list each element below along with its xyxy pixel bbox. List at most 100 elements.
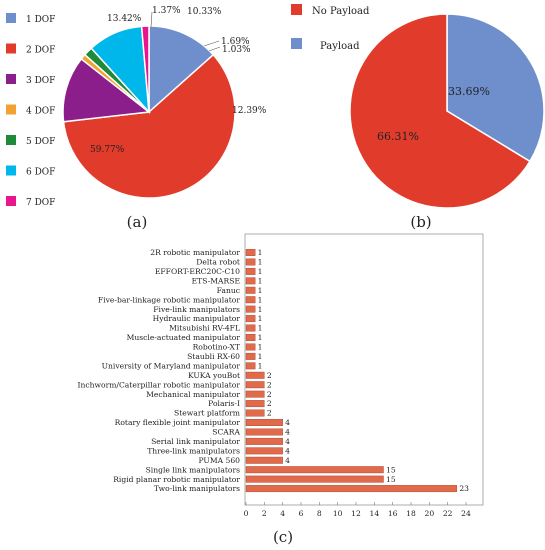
- category-label: Rotary flexible joint manipulator: [115, 418, 241, 427]
- pie-value-label: 1.03%: [222, 45, 251, 55]
- bar-stewart-platform: [245, 409, 265, 417]
- bar-value-label: 4: [285, 418, 290, 427]
- x-tick-label: 18: [406, 509, 416, 518]
- pie-value-label: 66.31%: [377, 130, 419, 143]
- legend-swatch-payload: [291, 38, 302, 49]
- legend-swatch-4-dof: [6, 104, 16, 115]
- pie-value-label: 10.33%: [187, 7, 222, 17]
- bar-kuka-youbot: [245, 371, 265, 379]
- leader-line: [203, 40, 220, 47]
- category-label: 2R robotic manipulator: [150, 248, 240, 257]
- bar-value-label: 4: [285, 446, 290, 455]
- bar-value-label: 1: [258, 258, 263, 267]
- category-label: Robotino-XT: [193, 343, 240, 352]
- bar-three-link-manipulators: [245, 447, 283, 455]
- category-label: PUMA 560: [198, 456, 240, 465]
- x-tick-label: 6: [299, 509, 304, 518]
- bar-muscle-actuated-manipulator: [245, 334, 256, 341]
- category-label: Three-link manipulators: [147, 446, 240, 455]
- bar-hydraulic-manipulator: [245, 315, 256, 323]
- category-label: EFFORT-ERC20C-C10: [155, 267, 240, 276]
- bar-puma-560: [245, 456, 283, 464]
- x-tick-label: 4: [280, 509, 285, 518]
- bar-value-label: 1: [258, 295, 263, 304]
- bar-value-label: 1: [258, 276, 263, 285]
- category-label: Delta robot: [196, 258, 240, 267]
- category-label: Two-link manipulators: [154, 484, 240, 493]
- legend-swatch-1-dof: [6, 13, 16, 23]
- bar-value-label: 23: [459, 484, 469, 493]
- legend-label-payload: Payload: [320, 41, 360, 52]
- category-label: Hydraulic manipulator: [153, 314, 241, 323]
- bar-single-link-manipulators: [245, 466, 384, 474]
- category-label: Stewart platform: [174, 409, 240, 418]
- category-label: KUKA youBot: [188, 371, 240, 380]
- bar-value-label: 2: [267, 409, 272, 418]
- pie-value-label: 1.69%: [221, 37, 250, 47]
- pie-slice-7-dof: [140, 25, 150, 113]
- bar-value-label: 2: [267, 371, 272, 380]
- pie-value-label: 12.39%: [232, 106, 267, 116]
- bar-delta-robot: [245, 258, 256, 266]
- x-tick-label: 0: [244, 509, 249, 518]
- x-tick-label: 14: [369, 509, 379, 518]
- pie-chart-dof: 13.42% 59.77% 12.39% 1.03%1.69% 10.33% 1.37%: [62, 6, 267, 199]
- category-label: Five-bar-linkage robotic manipulator: [98, 295, 240, 304]
- bar-value-label: 4: [285, 456, 290, 465]
- bar-rotary-flexible-joint-manipulator: [245, 419, 283, 426]
- x-tick-label: 22: [443, 509, 453, 518]
- bar-university-of-maryland-manipulator: [245, 362, 256, 370]
- legend-label-7-dof: 7 DOF: [26, 198, 55, 208]
- bar-value-label: 1: [258, 343, 263, 352]
- pie-slice-1-dof: [148, 25, 215, 114]
- bar-value-label: 1: [258, 333, 263, 342]
- x-tick-label: 2: [262, 509, 267, 518]
- legend-label-6-dof: 6 DOF: [26, 168, 55, 178]
- category-label: ETS-MARSE: [192, 276, 240, 285]
- bar-serial-link-manipulator: [245, 437, 283, 445]
- bar-effort-erc20c-c10: [245, 267, 256, 275]
- legend-label-4-dof: 4 DOF: [26, 107, 55, 117]
- pie-slice-2-dof: [62, 53, 236, 199]
- bar-chart-manipulators: 2R robotic manipulator 1 Delta robot 1 EFFOR…: [77, 233, 484, 518]
- bar-staubli-rx-60: [245, 352, 256, 360]
- bar-value-label: 15: [386, 475, 396, 484]
- bar-mechanical-manipulator: [245, 390, 265, 398]
- bar-value-label: 4: [285, 437, 290, 446]
- bar-five-bar-linkage-robotic-manipulator: [245, 296, 256, 304]
- x-tick-label: 20: [424, 509, 434, 518]
- leader-line: [208, 46, 221, 52]
- bar-2r-robotic-manipulator: [245, 249, 256, 256]
- pie-slice-no-payload: [349, 13, 531, 209]
- bar-mitsubishi-rv-4fl: [245, 324, 256, 332]
- legend-label-3-dof: 3 DOF: [26, 76, 55, 86]
- bar-polaris-i: [245, 400, 265, 408]
- bar-value-label: 1: [258, 248, 263, 257]
- category-label: Staubli RX-60: [187, 352, 240, 361]
- bar-value-label: 1: [258, 324, 263, 333]
- legend-label-no-payload: No Payload: [312, 6, 370, 17]
- bar-value-label: 2: [267, 390, 272, 399]
- bar-scara: [245, 428, 283, 436]
- category-label: Polaris-I: [208, 399, 240, 408]
- pie-slice-payload: [446, 13, 545, 163]
- legend-label-5-dof: 5 DOF: [26, 137, 55, 147]
- panel-label-a: (a): [127, 213, 148, 231]
- pie-slice-3-dof: [62, 57, 151, 123]
- bar-value-label: 4: [285, 428, 290, 437]
- category-label: Mechanical manipulator: [146, 390, 240, 399]
- bar-value-label: 1: [258, 361, 263, 370]
- category-label: Mitsubishi RV-4FL: [169, 324, 240, 333]
- legend-payload: Payload No Payload: [291, 4, 370, 52]
- pie-value-label: 33.69%: [448, 85, 490, 98]
- bar-inchworm-caterpillar-robotic-manipulator: [245, 381, 265, 389]
- bar-value-label: 1: [258, 352, 263, 361]
- legend-label-1-dof: 1 DOF: [26, 15, 55, 25]
- bar-value-label: 2: [267, 399, 272, 408]
- bar-value-label: 2: [267, 380, 272, 389]
- bar-value-label: 15: [386, 465, 396, 474]
- x-tick-label: 12: [351, 509, 361, 518]
- x-tick-label: 24: [461, 509, 471, 518]
- category-label: Muscle-actuated manipulator: [127, 333, 241, 342]
